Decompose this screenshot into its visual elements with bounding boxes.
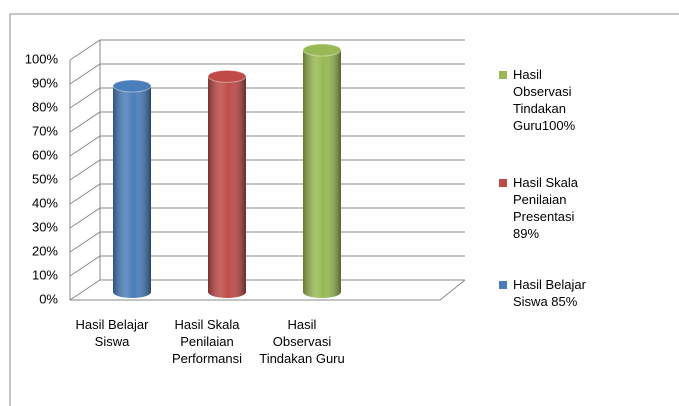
- grid-line: [69, 159, 465, 181]
- grid-line: [69, 255, 465, 277]
- y-tick-label: 0%: [39, 291, 58, 306]
- legend-marker: [499, 281, 507, 289]
- y-tick-label: 60%: [32, 147, 58, 162]
- y-tick-label: 80%: [32, 99, 58, 114]
- grid-line: [69, 39, 465, 61]
- bar-shade: [208, 76, 246, 299]
- bar-shade: [113, 86, 151, 298]
- grid-line: [69, 231, 465, 253]
- grid-line: [69, 135, 465, 157]
- x-tick-label: Hasil Observasi Tindakan Guru: [259, 317, 345, 366]
- y-tick-label: 40%: [32, 195, 58, 210]
- bar-top: [302, 43, 342, 57]
- x-tick-label: Hasil Belajar Siswa: [75, 317, 149, 349]
- legend-marker: [499, 71, 507, 79]
- y-tick-label: 50%: [32, 171, 58, 186]
- bar-shade: [303, 50, 341, 298]
- legend-label: Hasil Belajar Siswa 85%: [513, 277, 586, 309]
- legend-label: Hasil Skala Penilaian Presentasi 89%: [513, 175, 579, 241]
- grid-line: [69, 279, 465, 301]
- y-tick-label: 90%: [32, 75, 58, 90]
- y-tick-label: 30%: [32, 219, 58, 234]
- floor: [70, 279, 466, 301]
- x-tick-label: Hasil Skala Penilaian Performansi: [171, 317, 243, 366]
- bar-top: [207, 69, 247, 83]
- y-tick-label: 70%: [32, 123, 58, 138]
- y-tick-label: 100%: [25, 51, 59, 66]
- y-tick-label: 10%: [32, 267, 58, 282]
- grid-line: [69, 87, 465, 109]
- grid-line: [69, 183, 465, 205]
- legend-label: Hasil Observasi Tindakan Guru100%: [513, 67, 576, 133]
- grid-line: [69, 111, 465, 133]
- grid-line: [69, 63, 465, 85]
- grid-line: [69, 207, 465, 229]
- bar-top: [112, 79, 152, 93]
- frame: [9, 13, 679, 406]
- y-tick-label: 20%: [32, 243, 58, 258]
- legend-marker: [499, 179, 507, 187]
